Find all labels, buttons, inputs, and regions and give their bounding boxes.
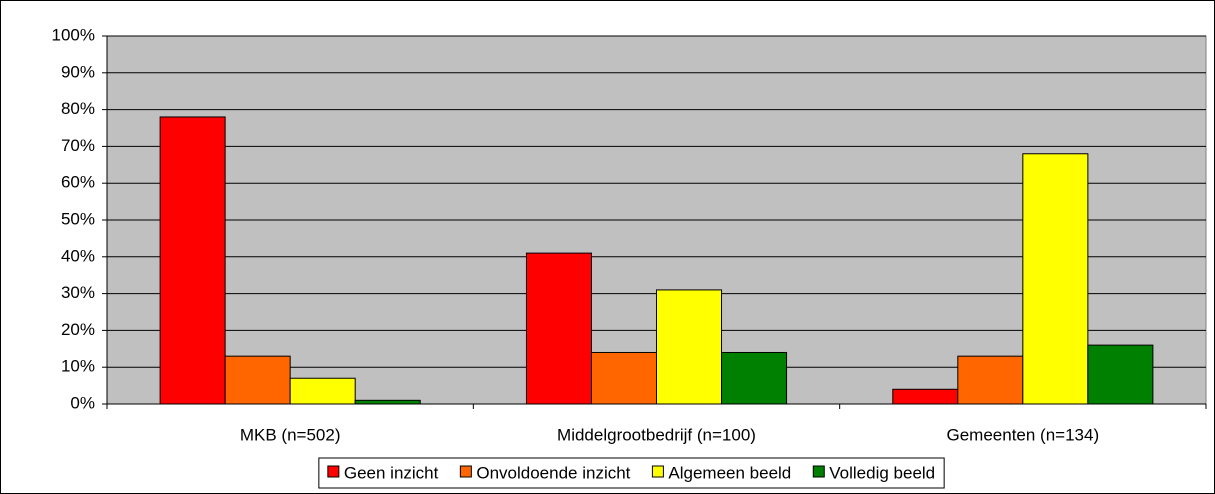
legend-label: Geen inzicht (344, 463, 439, 482)
y-tick-label: 10% (61, 357, 95, 376)
x-tick-label: Gemeenten (n=134) (947, 425, 1100, 444)
legend-swatch (812, 465, 825, 478)
y-tick-label: 20% (61, 320, 95, 339)
legend (318, 457, 945, 489)
bar (590, 351, 657, 405)
y-tick-label: 70% (61, 136, 95, 155)
bar (656, 289, 723, 405)
bar (1087, 344, 1154, 405)
y-tick-label: 80% (61, 99, 95, 118)
y-tick-label: 50% (61, 209, 95, 228)
y-tick-label: 60% (61, 173, 95, 192)
bar (159, 116, 226, 405)
legend-items: Geen inzicht Onvoldoende inzicht Algemeen … (327, 463, 935, 482)
bar (289, 377, 356, 405)
y-tick-label: 30% (61, 283, 95, 302)
y-tick-label: 0% (70, 393, 95, 412)
bar (224, 355, 291, 405)
bar (354, 399, 421, 405)
bar (957, 355, 1024, 405)
bar (525, 252, 592, 405)
x-tick-label: Middelgrootbedrijf (n=100) (557, 425, 756, 444)
legend-label: Volledig beeld (829, 463, 935, 482)
legend-label: Algemeen beeld (668, 463, 791, 482)
legend-swatch (459, 465, 472, 478)
bar (892, 388, 959, 405)
x-tick-label: MKB (n=502) (240, 425, 341, 444)
bar (1022, 153, 1089, 405)
y-tick-label: 40% (61, 246, 95, 265)
legend-swatch (651, 465, 664, 478)
y-tick-label: 90% (61, 62, 95, 81)
legend-swatch (327, 465, 340, 478)
bar (721, 351, 788, 405)
legend-label: Onvoldoende inzicht (476, 463, 630, 482)
y-tick-label: 100% (52, 25, 95, 44)
